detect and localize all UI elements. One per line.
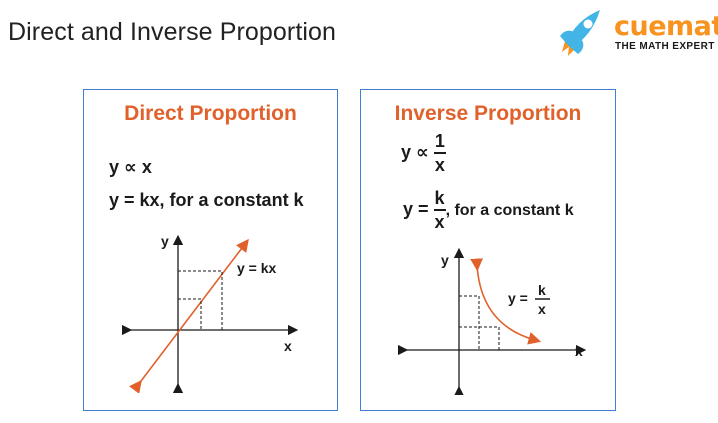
rocket-icon — [560, 10, 600, 56]
direct-line-label: y = kx — [237, 260, 277, 276]
inverse-x-label: x — [575, 343, 583, 359]
inverse-statement-lhs: y ∝ — [401, 141, 429, 162]
inverse-equation-lhs: y = — [403, 198, 429, 219]
brand-tagline: THE MATH EXPERT — [615, 41, 715, 52]
inverse-curve — [470, 258, 542, 345]
inverse-curve-label-lhs: y = — [508, 290, 528, 306]
direct-graph: y x y = kx — [121, 233, 299, 393]
brand-logo[interactable]: cuemath THE MATH EXPERT — [556, 6, 718, 56]
direct-statement: y ∝ x — [109, 157, 152, 177]
direct-equation: y = kx, for a constant k — [109, 190, 304, 210]
direct-guide-1 — [178, 298, 202, 330]
inverse-equation-suffix: , for a constant k — [445, 201, 574, 219]
inverse-curve-label-num: k — [538, 282, 546, 298]
inverse-card-title: Inverse Proportion — [394, 102, 582, 125]
inverse-statement-fraction: 1 x — [433, 132, 446, 175]
direct-card-title: Direct Proportion — [124, 102, 297, 125]
direct-line — [129, 238, 249, 393]
inverse-equation-denominator: x — [434, 212, 445, 232]
inverse-curve-label-den: x — [538, 301, 546, 317]
page-title: Direct and Inverse Proportion — [8, 18, 337, 46]
inverse-graph: y x y = k x — [397, 247, 587, 395]
inverse-y-label: y — [441, 252, 449, 268]
direct-guide-2 — [178, 270, 223, 330]
inverse-equation-fraction: k x — [433, 189, 446, 232]
direct-y-label: y — [161, 233, 169, 249]
brand-name: cuemath — [614, 11, 718, 42]
inverse-guide-2 — [459, 326, 500, 350]
inverse-statement-denominator: x — [434, 155, 445, 175]
inverse-statement: y ∝ 1 x — [401, 132, 446, 174]
direct-x-label: x — [284, 338, 292, 354]
inverse-guide-1 — [459, 295, 480, 350]
inverse-equation: y = k x , for a constant k — [403, 189, 574, 231]
inverse-equation-numerator: k — [433, 189, 446, 211]
inverse-statement-numerator: 1 — [433, 132, 446, 154]
inverse-proportion-card: Inverse Proportion y ∝ 1 x y = k x , for… — [360, 89, 616, 411]
